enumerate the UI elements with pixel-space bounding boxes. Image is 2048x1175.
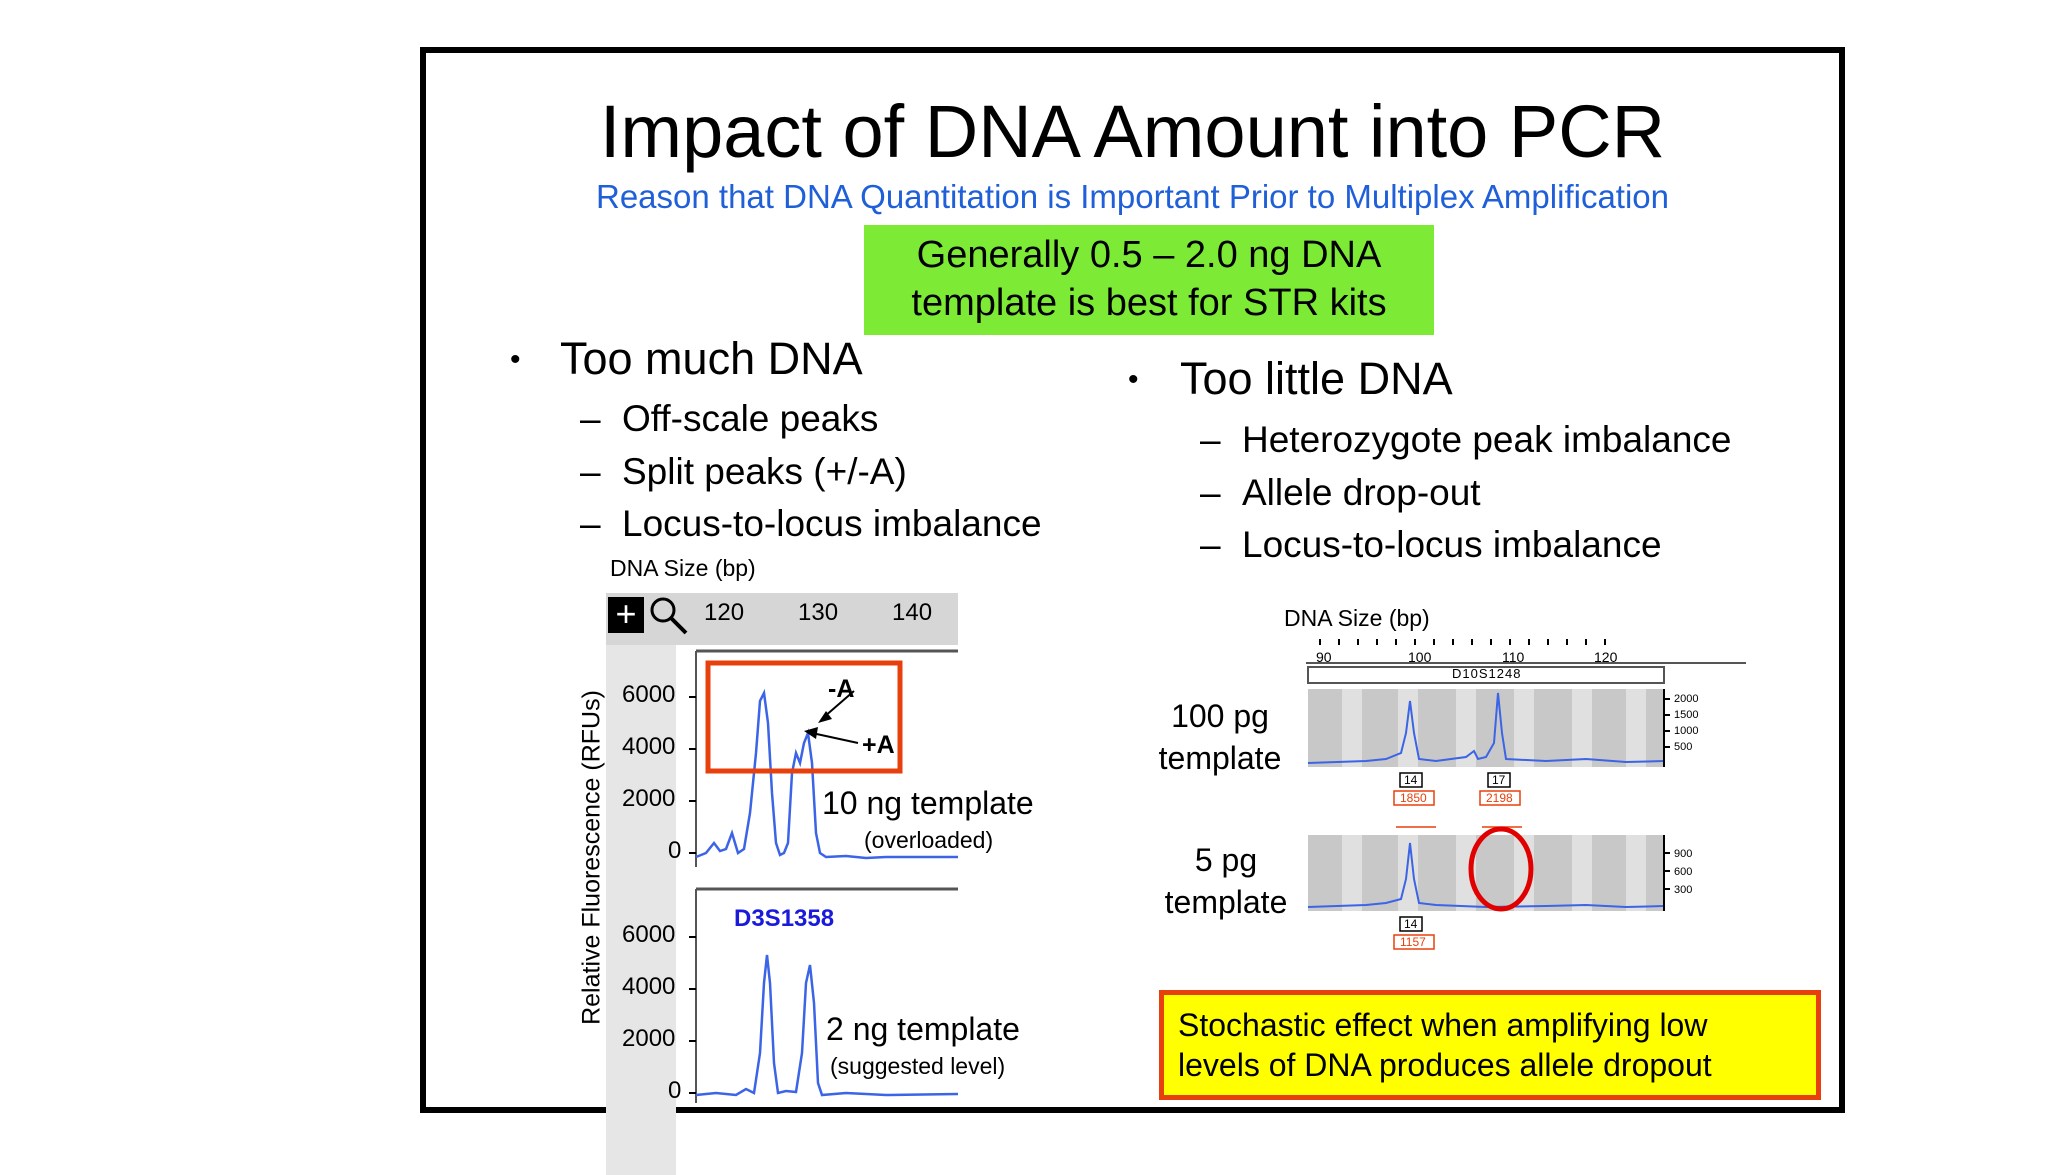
bottom-plot-y-tick: 0 [668, 1077, 682, 1104]
bottom-plot-label: 2 ng template [826, 1011, 1020, 1047]
slide-subtitle: Reason that DNA Quantitation is Importan… [596, 178, 1669, 215]
too-much-item: Off-scale peaks [622, 398, 879, 439]
top-allele-label: 14 [1404, 773, 1418, 787]
left-axis-strip [606, 645, 676, 1175]
too-much-item: Split peaks (+/-A) [622, 451, 907, 492]
bottom-panel-label-line: template [1164, 884, 1288, 920]
top-panel-y-tick: 2000 [1674, 693, 1699, 705]
right-x-axis-label: DNA Size (bp) [1284, 605, 1430, 631]
right-figure-graphics [1306, 639, 1746, 950]
minus-a-arrow [823, 690, 855, 718]
top-panel-label: 100 pg template [1150, 695, 1290, 779]
stochastic-note-box: Stochastic effect when amplifying low le… [1159, 990, 1821, 1100]
right-x-tick: 90 [1316, 649, 1332, 665]
too-little-item: Allele drop-out [1242, 472, 1481, 513]
dash-icon: – [1200, 419, 1221, 460]
right-locus-label: D10S1248 [1452, 666, 1522, 681]
recommendation-line-2: template is best for STR kits [911, 282, 1387, 324]
left-x-axis-label: DNA Size (bp) [610, 555, 756, 581]
bottom-panel-y-ticks: 900 600 300 [1674, 845, 1692, 899]
bottom-plot-y-tick: 2000 [622, 1025, 676, 1052]
plus-a-label: +A [862, 731, 895, 759]
bottom-panel-label: 5 pg template [1156, 839, 1296, 923]
left-x-tick: 130 [798, 599, 839, 626]
bottom-panel-trace [1307, 842, 1665, 909]
bottom-panel-y-tick: 900 [1674, 848, 1693, 860]
too-little-heading: Too little DNA [1180, 353, 1453, 404]
zoom-icon [650, 597, 688, 635]
top-allele-label: 17 [1492, 773, 1506, 787]
slide: Impact of DNA Amount into PCR Reason tha… [420, 47, 1845, 1175]
bottom-plot-frame [689, 887, 958, 1103]
bottom-plot-y-tick: 4000 [622, 973, 676, 1000]
left-x-tick: 140 [892, 599, 933, 626]
bottom-panel-label-line: 5 pg [1194, 842, 1258, 878]
dash-icon: – [1200, 472, 1221, 513]
too-much-heading: Too much DNA [560, 333, 863, 384]
recommendation-line-1: Generally 0.5 – 2.0 ng DNA [916, 234, 1382, 276]
too-much-item: Locus-to-locus imbalance [622, 503, 1042, 544]
top-peak-height: 1850 [1400, 791, 1427, 805]
top-peak-height: 2198 [1486, 791, 1513, 805]
bottom-plot-sublabel: (suggested level) [830, 1053, 1006, 1079]
bullet-icon: • [1128, 363, 1139, 396]
dropout-circle-icon [1468, 826, 1534, 912]
top-panel [1307, 689, 1670, 767]
slide-title: Impact of DNA Amount into PCR [599, 90, 1666, 173]
top-panel-label-line: 100 pg [1171, 698, 1269, 734]
top-plot-y-tick: 2000 [622, 785, 676, 812]
dash-icon: – [580, 451, 601, 492]
top-plot-frame [689, 649, 958, 867]
top-plot-y-tick: 4000 [622, 733, 676, 760]
right-x-tick: 100 [1408, 649, 1432, 665]
too-little-item: Heterozygote peak imbalance [1242, 419, 1732, 460]
left-figure-graphics [689, 649, 959, 1103]
top-plot-sublabel: (overloaded) [864, 827, 994, 853]
too-little-item: Locus-to-locus imbalance [1242, 524, 1662, 565]
right-x-tick: 110 [1502, 649, 1525, 665]
recommendation-box: Generally 0.5 – 2.0 ng DNA template is b… [864, 225, 1434, 335]
left-figure-toolbar [606, 593, 958, 645]
top-panel-y-tick: 1000 [1674, 725, 1699, 737]
plus-a-arrow [811, 732, 859, 744]
top-panel-y-tick: 1500 [1674, 709, 1699, 721]
dash-icon: – [580, 398, 601, 439]
top-trace [695, 688, 958, 860]
top-panel-label-line: template [1158, 740, 1282, 776]
dash-icon: – [580, 503, 601, 544]
bottom-allele-label: 14 [1404, 917, 1418, 931]
top-panel-y-ticks: 2000 1500 1000 500 [1674, 691, 1698, 755]
bottom-panel-y-tick: 600 [1674, 866, 1693, 878]
bottom-peak-height: 1157 [1400, 935, 1426, 949]
right-x-tick: 120 [1594, 649, 1618, 665]
top-plot-y-tick: 0 [668, 837, 682, 864]
bottom-plot-y-tick: 6000 [622, 921, 676, 948]
note-line-2: levels of DNA produces allele dropout [1178, 1047, 1712, 1083]
overload-highlight-box [705, 660, 903, 774]
bottom-panel-y-tick: 300 [1674, 884, 1693, 896]
locus-bar [1307, 666, 1665, 684]
note-line-1: Stochastic effect when amplifying low [1178, 1007, 1708, 1043]
left-x-tick: 120 [704, 599, 745, 626]
right-x-axis [1306, 639, 1746, 664]
locus-label: D3S1358 [734, 905, 835, 932]
minus-a-label: -A [828, 675, 855, 703]
top-panel-y-tick: 500 [1674, 741, 1693, 753]
bottom-trace [695, 954, 959, 1097]
plus-icon: + [608, 596, 644, 633]
dash-icon: – [1200, 524, 1221, 565]
top-plot-label: 10 ng template [822, 785, 1034, 821]
bullet-icon: • [510, 343, 521, 376]
top-plot-y-tick: 6000 [622, 681, 676, 708]
top-panel-trace [1307, 692, 1665, 764]
bottom-panel [1307, 835, 1670, 911]
